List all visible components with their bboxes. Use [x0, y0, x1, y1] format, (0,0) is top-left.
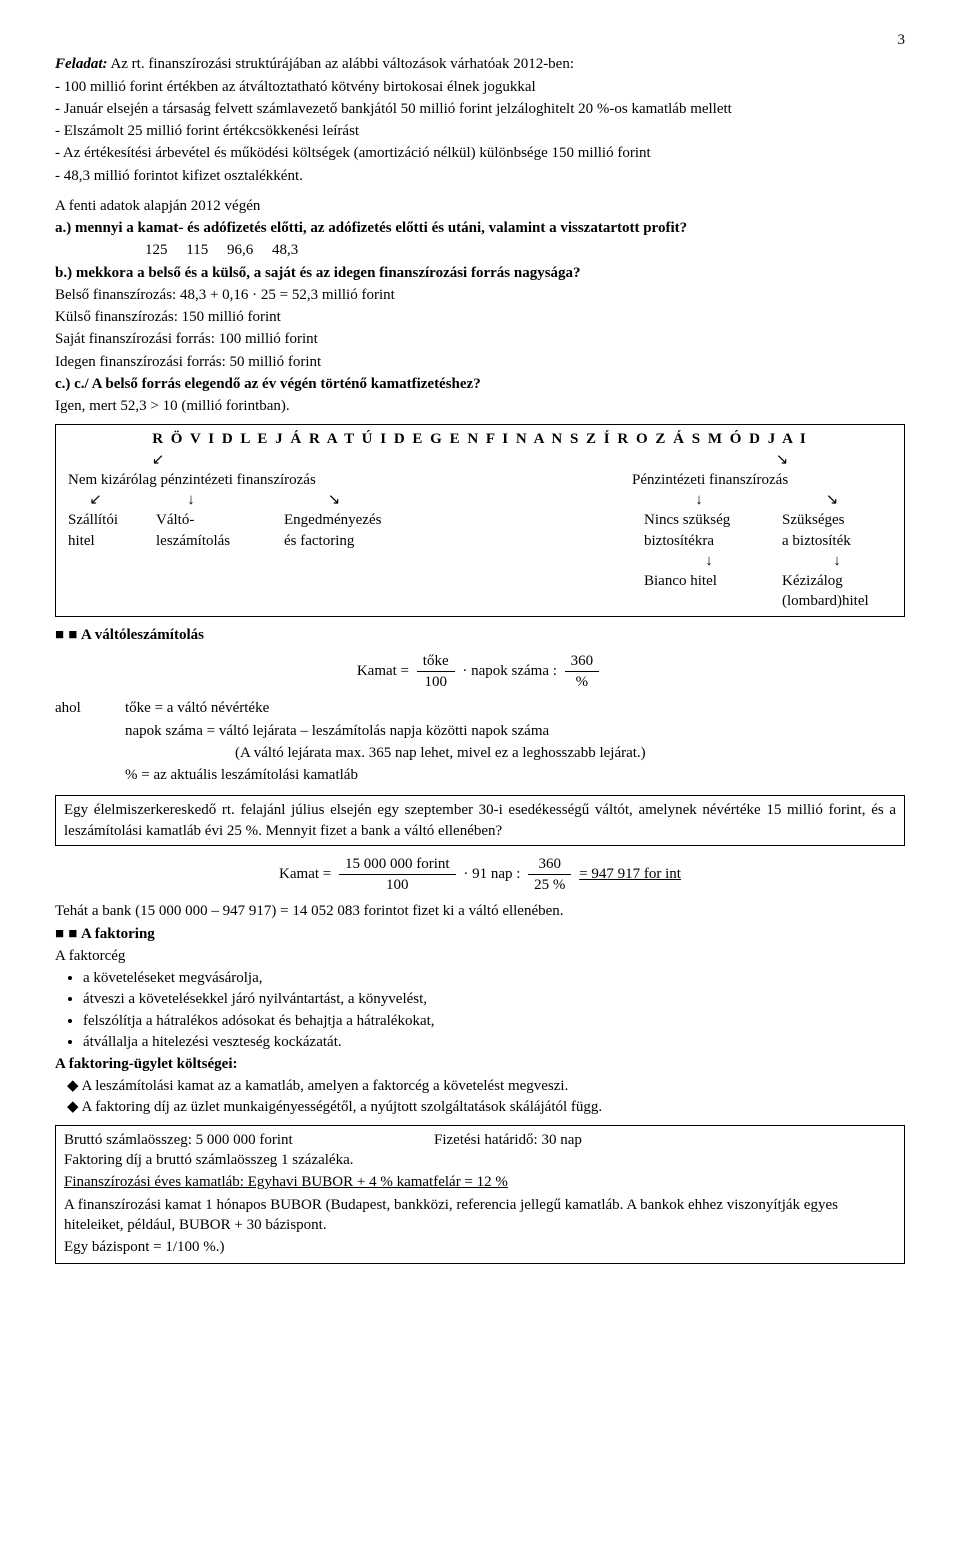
list-item: A faktoring díj az üzlet munkaigényesség…	[67, 1097, 905, 1117]
frac-den: 25 %	[528, 875, 571, 895]
bottom-line: A finanszírozási kamat 1 hónapos BUBOR (…	[64, 1195, 896, 1236]
tree-right-head: Pénzintézeti finanszírozás	[628, 470, 896, 490]
tree-leaf: biztosítékra	[640, 531, 778, 551]
arrow-icon: ↙	[64, 490, 127, 510]
fact: - Január elsején a társaság felvett szám…	[55, 99, 905, 119]
arrow-icon: ↓	[640, 551, 778, 571]
tree-leaf: Bianco hitel	[640, 571, 778, 591]
tree-box: R Ö V I D L E J Á R A T Ú I D E G E N F …	[55, 424, 905, 616]
arrow-icon: ↓	[778, 551, 896, 571]
qa-text: a.) mennyi a kamat- és adófizetés előtti…	[55, 220, 687, 236]
list-item: átveszi a követelésekkel járó nyilvántar…	[83, 989, 905, 1009]
qb-line: Idegen finanszírozási forrás: 50 millió …	[55, 352, 905, 372]
frac-num: tőke	[417, 651, 455, 672]
question-a: a.) mennyi a kamat- és adófizetés előtti…	[55, 218, 905, 238]
valto-title-text: A váltóleszámítolás	[81, 627, 204, 643]
ahol-line: % = az aktuális leszámítolási kamatláb	[125, 765, 905, 785]
kamat-formula-2: Kamat = 15 000 000 forint100 · 91 nap : …	[55, 854, 905, 896]
example-box: Egy élelmiszerkereskedő rt. felajánl júl…	[55, 795, 905, 846]
ahol-line: (A váltó lejárata max. 365 nap lehet, mi…	[125, 743, 905, 763]
tree-leaf: a biztosíték	[778, 531, 896, 551]
list-item: A leszámítolási kamat az a kamatláb, ame…	[67, 1076, 905, 1096]
kamat-formula: Kamat = tőke100 · napok száma : 360%	[55, 651, 905, 693]
tree-leaf: Engedményezés	[280, 510, 448, 530]
ahol-line: tőke = a váltó névértéke	[125, 698, 905, 718]
bottom-line: Faktoring díj a bruttó számlaösszeg 1 sz…	[64, 1150, 896, 1170]
fact: - 100 millió forint értékben az átváltoz…	[55, 77, 905, 97]
arrow-icon: ↙	[64, 450, 252, 470]
frac-num: 360	[528, 854, 571, 875]
formula-mid: · 91 nap :	[463, 866, 520, 882]
tree-leaf: Kézizálog	[778, 571, 896, 591]
frac-num: 360	[565, 651, 600, 672]
tree-leaf: hitel	[64, 531, 152, 551]
result-line: Tehát a bank (15 000 000 – 947 917) = 14…	[55, 901, 905, 921]
tree-leaf: (lombard)hitel	[778, 591, 896, 611]
tree-title: R Ö V I D L E J Á R A T Ú I D E G E N F …	[64, 429, 896, 449]
bottom-box: Bruttó számlaösszeg: 5 000 000 forint Fi…	[55, 1125, 905, 1265]
qb-line: Külső finanszírozás: 150 millió forint	[55, 307, 905, 327]
question-c: c.) c./ A belső forrás elegendő az év vé…	[55, 374, 905, 394]
faktor-cost-list: A leszámítolási kamat az a kamatláb, ame…	[55, 1076, 905, 1117]
list-item: felszólítja a hátralékos adósokat és beh…	[83, 1011, 905, 1031]
bottom-line: Finanszírozási éves kamatláb: Egyhavi BU…	[64, 1172, 896, 1192]
arrow-icon: ↘	[668, 450, 896, 470]
faktoring-title-text: A faktoring	[81, 926, 155, 942]
faktor-cost-title: A faktoring-ügylet költségei:	[55, 1054, 905, 1074]
tree-leaf: Szállítói	[64, 510, 152, 530]
faktoring-heading: ■ ■ A faktoring	[55, 924, 905, 944]
tree-left-head: Nem kizárólag pénzintézeti finanszírozás	[64, 470, 432, 490]
ahol-line: napok száma = váltó lejárata – leszámíto…	[125, 721, 905, 741]
fact: - Elszámolt 25 millió forint értékcsökke…	[55, 121, 905, 141]
qa-numbers: 125 115 96,6 48,3	[55, 240, 905, 260]
valto-heading: ■ ■ A váltóleszámítolás	[55, 625, 905, 645]
q-intro: A fenti adatok alapján 2012 végén	[55, 196, 905, 216]
list-item: átvállalja a hitelezési veszteség kockáz…	[83, 1032, 905, 1052]
frac-den: 100	[339, 875, 456, 895]
arrow-icon: ↘	[768, 490, 896, 510]
tree-leaf: leszámítolás	[152, 531, 280, 551]
qc-answer: Igen, mert 52,3 > 10 (millió forintban).	[55, 396, 905, 416]
tree-leaf: és factoring	[280, 531, 448, 551]
frac-den: 100	[417, 672, 455, 692]
bottom-l1b: Fizetési határidő: 30 nap	[434, 1130, 582, 1150]
faktorceg-label: A faktorcég	[55, 946, 905, 966]
qb-line: Belső finanszírozás: 48,3 + 0,16 · 25 = …	[55, 285, 905, 305]
arrow-icon: ↓	[630, 490, 768, 510]
tree-leaf: Nincs szükség	[640, 510, 778, 530]
task-subject: Az rt. finanszírozási struktúrájában az …	[110, 56, 574, 72]
fact: - 48,3 millió forintot kifizet osztalékk…	[55, 166, 905, 186]
task-lead: Feladat:	[55, 56, 108, 72]
formula-lhs: Kamat =	[357, 663, 409, 679]
frac-num: 15 000 000 forint	[339, 854, 456, 875]
list-item: a követeléseket megvásárolja,	[83, 968, 905, 988]
ahol-label: ahol	[55, 698, 125, 787]
bottom-l1a: Bruttó számlaösszeg: 5 000 000 forint	[64, 1130, 434, 1150]
task-line: Feladat: Az rt. finanszírozási struktúrá…	[55, 54, 905, 74]
tree-leaf: Szükséges	[778, 510, 896, 530]
formula-mid: · napok száma :	[462, 663, 557, 679]
page-number: 3	[55, 30, 905, 50]
faktor-list: a követeléseket megvásárolja, átveszi a …	[55, 968, 905, 1052]
frac-den: %	[565, 672, 600, 692]
qb-line: Saját finanszírozási forrás: 100 millió …	[55, 329, 905, 349]
arrow-icon: ↓	[127, 490, 255, 510]
question-b: b.) mekkora a belső és a külső, a saját …	[55, 263, 905, 283]
formula-rhs: = 947 917 for int	[579, 866, 681, 882]
bottom-line: Egy bázispont = 1/100 %.)	[64, 1237, 896, 1257]
arrow-icon: ↘	[255, 490, 413, 510]
fact: - Az értékesítési árbevétel és működési …	[55, 143, 905, 163]
formula-lhs: Kamat =	[279, 866, 331, 882]
tree-leaf: Váltó-	[152, 510, 280, 530]
